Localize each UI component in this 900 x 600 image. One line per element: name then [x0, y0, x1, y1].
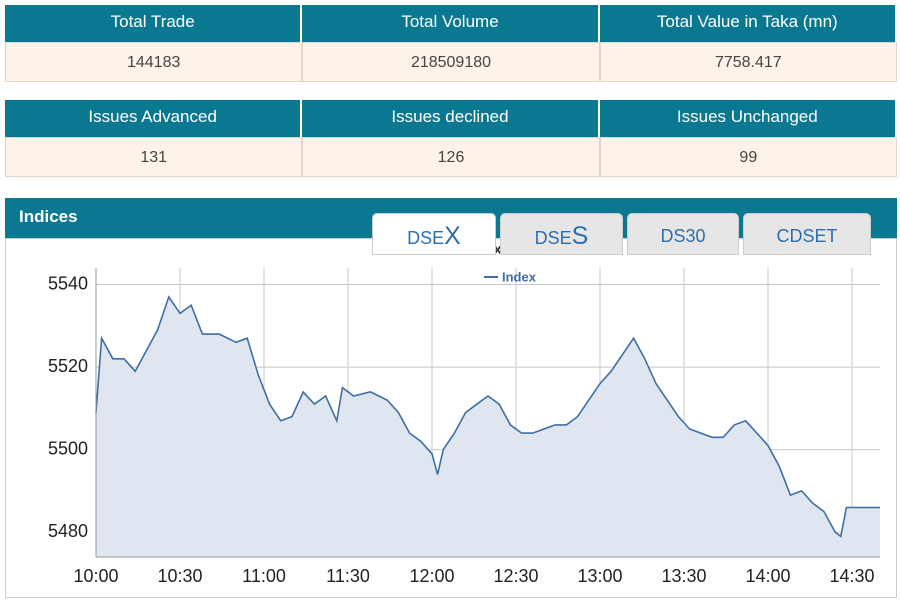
value-cell: 218509180 [302, 42, 600, 82]
header-cell: Total Trade [5, 5, 303, 42]
value-cell: 99 [599, 137, 897, 177]
issues-table: Issues Advanced Issues declined Issues Unc… [5, 100, 897, 177]
x-tick-label: 12:00 [409, 566, 454, 586]
tab-label: S [571, 222, 589, 250]
value-cell: 131 [5, 137, 303, 177]
x-tick-label: 14:30 [829, 566, 874, 586]
y-tick-label: 5500 [48, 438, 88, 458]
x-tick-label: 13:00 [577, 566, 622, 586]
x-tick-label: 13:30 [661, 566, 706, 586]
tab[interactable]: CDSET [743, 213, 871, 255]
tab-label: DS30 [660, 226, 706, 246]
x-tick-label: 14:00 [745, 566, 790, 586]
header-cell: Issues Advanced [5, 100, 303, 137]
area [96, 296, 880, 557]
x-tick-label: 10:30 [157, 566, 202, 586]
header-cell: Issues declined [302, 100, 600, 137]
tab-label: CDSET [776, 226, 838, 246]
header-cell: Total Value in Taka (mn) [599, 5, 897, 42]
y-tick-label: 5540 [48, 273, 88, 293]
legend-label: Index [502, 269, 537, 284]
line [95, 295, 880, 538]
header-cell: Issues Unchanged [599, 100, 897, 137]
x-tick-label: 11:30 [326, 566, 370, 586]
x-tick-label: 12:30 [493, 566, 538, 586]
header-cell: Total Volume [302, 5, 600, 42]
value-cell: 126 [302, 137, 600, 177]
tab-label: DSE [534, 228, 572, 248]
tab-label: DSE [407, 228, 445, 248]
value-cell: 144183 [5, 42, 303, 82]
value-cell: 7758.417 [599, 42, 897, 82]
y-tick-label: 5480 [48, 521, 88, 541]
x-tick-label: 11:00 [242, 566, 286, 586]
tab[interactable]: DSEX [372, 213, 496, 255]
x-tick-label: 10:00 [73, 566, 118, 586]
tab[interactable]: DSES [500, 213, 623, 255]
tab-label: X [444, 222, 461, 250]
stats-table: Total Trade Total Volume Total Value in Ta… [5, 5, 897, 82]
tab[interactable]: DS30 [627, 213, 739, 255]
y-tick-label: 5520 [48, 356, 88, 376]
